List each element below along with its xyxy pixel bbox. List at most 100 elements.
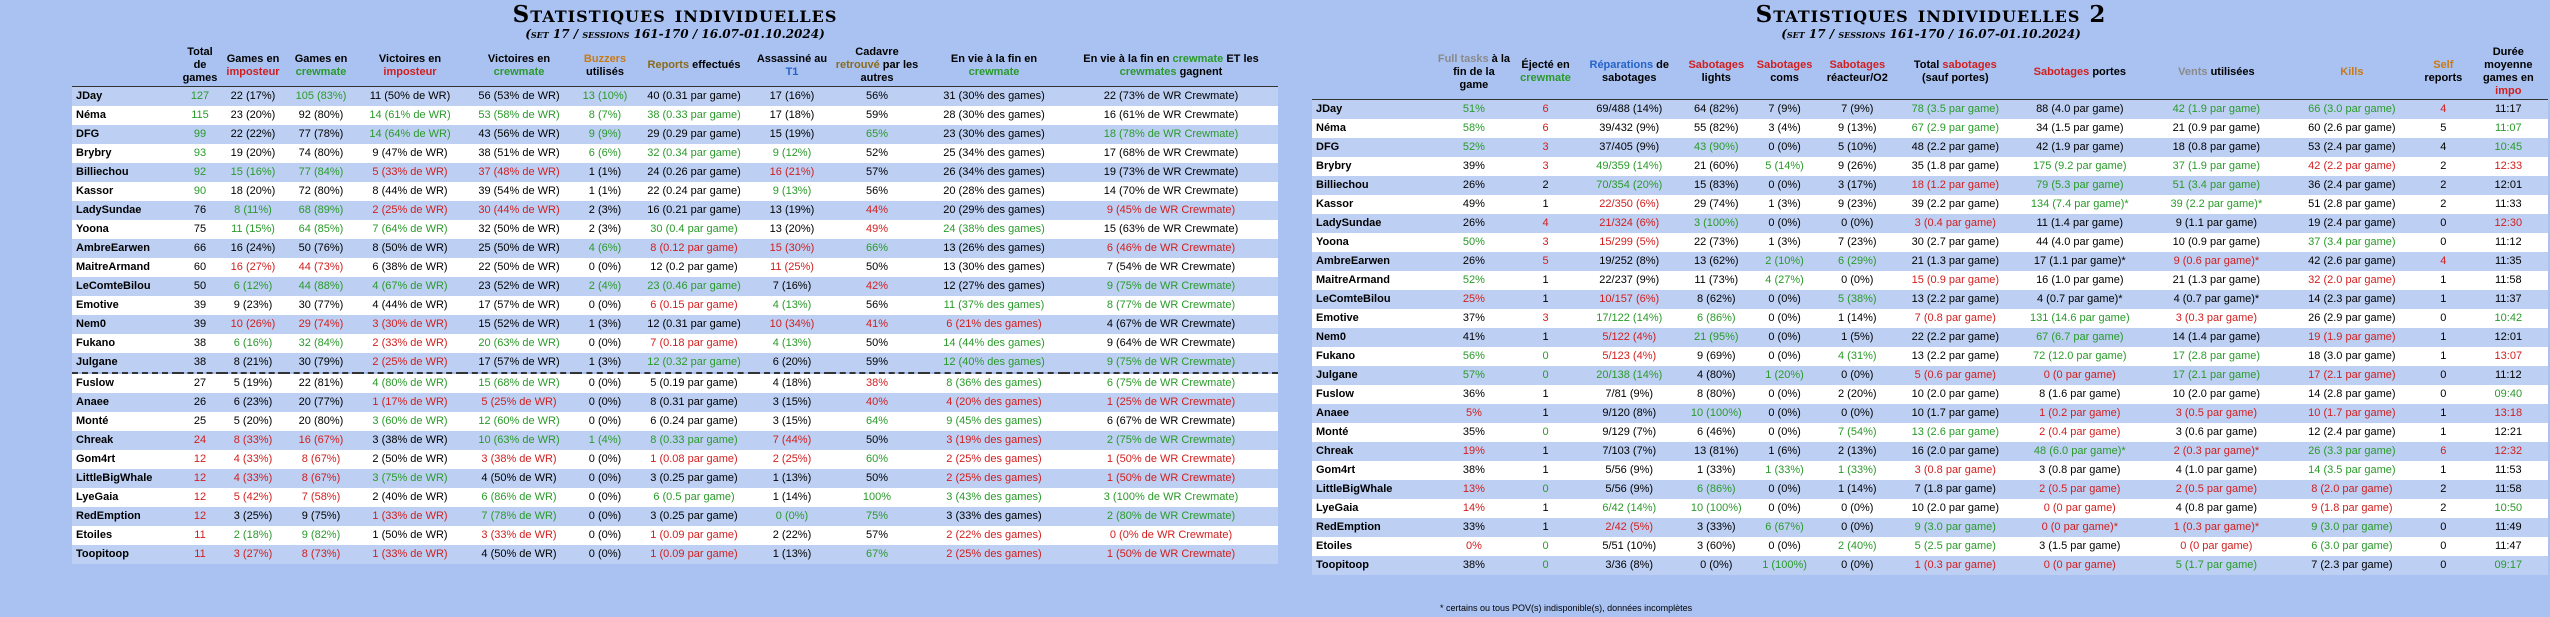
stat-cell: 4 (80%) <box>1679 366 1753 385</box>
stat-cell: 9 (3.0 par game) <box>1898 518 2013 537</box>
stat-cell: 8 (1.6 par game) <box>2012 385 2147 404</box>
stat-cell: 42 (1.9 par game) <box>2146 99 2286 119</box>
stat-cell: 56% <box>830 86 924 106</box>
stat-cell: 29 (74%) <box>1679 195 1753 214</box>
column-header: Games en imposteur <box>222 45 284 87</box>
column-header: Sabotages lights <box>1679 45 1753 100</box>
stat-cell: 0 (0 par game) <box>2012 366 2147 385</box>
column-header-text: sabotages <box>1942 59 1997 71</box>
player-name: Fuslow <box>1312 385 1436 404</box>
stat-cell: 10 (26%) <box>222 315 284 334</box>
player-row: Fukano 38 6 (16%) 32 (84%) 2 (33% de WR) 20 (… <box>72 334 1278 353</box>
column-header-text: Sabotages <box>1756 59 1813 71</box>
stat-cell: 0 (0%) <box>1816 214 1899 233</box>
left-header-row: Total de games Games en imposteur Games en… <box>72 45 1278 87</box>
stat-cell: 16 (21%) <box>754 163 830 182</box>
stat-cell: 1 (0.2 par game) <box>2012 404 2147 423</box>
player-name: Yoona <box>72 220 178 239</box>
column-header: Self reports <box>2417 45 2469 100</box>
player-row: Anaee 5% 1 9/120 (8%) 10 (100%) 0 (0%) 0 (0%) 1… <box>1312 404 2548 423</box>
column-header: Victoires en crewmate <box>462 45 576 87</box>
stat-cell: 3 (100%) <box>1679 214 1753 233</box>
stat-cell: 2 (75% de WR Crewmate) <box>1064 431 1278 450</box>
player-name: Kassor <box>72 182 178 201</box>
column-header-text: (sauf portes) <box>1922 72 1989 84</box>
stat-cell: 15 (63% de WR Crewmate) <box>1064 220 1278 239</box>
stat-cell: 69/488 (14%) <box>1578 99 1680 119</box>
stat-cell: 44 (4.0 par game) <box>2012 233 2147 252</box>
stat-cell: 3 (30% de WR) <box>358 315 462 334</box>
player-name: Billiechou <box>1312 176 1436 195</box>
stat-cell: 13 (2.6 par game) <box>1898 423 2013 442</box>
player-name: JDay <box>1312 99 1436 119</box>
stat-cell: 4 (44% de WR) <box>358 296 462 315</box>
column-header-text: réacteur/O2 <box>1826 72 1888 84</box>
stat-cell: 24 (38% des games) <box>924 220 1064 239</box>
stat-cell: 2 <box>2417 499 2469 518</box>
stat-cell: 3 (0.4 par game) <box>1898 214 2013 233</box>
stat-cell: 56% <box>830 296 924 315</box>
stat-cell: 57% <box>830 163 924 182</box>
stat-cell: 50% <box>830 469 924 488</box>
stat-cell: 59% <box>830 353 924 373</box>
stat-cell: 13 (26% des games) <box>924 239 1064 258</box>
stat-cell: 1 <box>2417 404 2469 423</box>
left-stats-table: Total de games Games en imposteur Games en… <box>72 45 1278 564</box>
stat-cell: 42 (2.6 par game) <box>2285 252 2418 271</box>
column-header: Reports effectués <box>634 45 754 87</box>
stat-cell: 12:01 <box>2468 176 2548 195</box>
stat-cell: 8 (21%) <box>222 353 284 373</box>
stat-cell: 12 (0.31 par game) <box>634 315 754 334</box>
stat-cell: 0 (0%) <box>576 507 634 526</box>
stat-cell: 9 (69%) <box>1679 347 1753 366</box>
stat-cell: 7 (0.8 par game) <box>1898 309 2013 328</box>
stat-cell: 25 (34% des games) <box>924 144 1064 163</box>
stat-cell: 10:45 <box>2468 138 2548 157</box>
stat-cell: 3 (0.25 par game) <box>634 469 754 488</box>
stat-cell: 17 (1.1 par game)* <box>2012 252 2147 271</box>
stat-cell: 0 (0 par game)* <box>2012 518 2147 537</box>
stat-cell: 19% <box>1435 442 1513 461</box>
stat-cell: 15 (52% de WR) <box>462 315 576 334</box>
player-row: LadySundae 26% 4 21/324 (6%) 3 (100%) 0 (0%) 0… <box>1312 214 2548 233</box>
stat-cell: 26 (3.3 par game) <box>2285 442 2418 461</box>
player-name: LyeGaia <box>72 488 178 507</box>
player-row: Monté 35% 0 9/129 (7%) 6 (46%) 0 (0%) 7 (54%) 1… <box>1312 423 2548 442</box>
stat-cell: 15 (30%) <box>754 239 830 258</box>
stat-cell: 17 (2.8 par game) <box>2146 347 2286 366</box>
stat-cell: 10:50 <box>2468 499 2548 518</box>
stat-cell: 131 (14.6 par game) <box>2012 309 2147 328</box>
stat-cell: 9 (75% de WR Crewmate) <box>1064 353 1278 373</box>
stat-cell: 5/56 (9%) <box>1578 461 1680 480</box>
stat-cell: 67 (6.7 par game) <box>2012 328 2147 347</box>
stat-cell: 1 <box>1512 328 1579 347</box>
stat-cell: 16 (67%) <box>284 431 358 450</box>
stat-cell: 50 (76%) <box>284 239 358 258</box>
stat-cell: 7 (2.3 par game) <box>2285 556 2418 575</box>
stat-cell: 0 (0%) <box>1752 176 1817 195</box>
stat-cell: 11:07 <box>2468 119 2548 138</box>
right-subtitle: (set 17 / sessions 161-170 / 16.07-01.10… <box>1781 27 2081 41</box>
stat-cell: 35 (1.8 par game) <box>1898 157 2013 176</box>
stat-cell: 0 <box>1512 537 1579 556</box>
column-header-text: Victoires en <box>487 52 551 65</box>
stat-cell: 16 (2.0 par game) <box>1898 442 2013 461</box>
stat-cell: 26 (2.9 par game) <box>2285 309 2418 328</box>
player-row: Gom4rt 12 4 (33%) 8 (67%) 2 (50% de WR) 3 (38… <box>72 450 1278 469</box>
stat-cell: 1 (33%) <box>1679 461 1753 480</box>
player-name: Gom4rt <box>72 450 178 469</box>
stat-cell: 26% <box>1435 176 1513 195</box>
stat-cell: 21 (1.3 par game) <box>2146 271 2286 290</box>
stat-cell: 44 (73%) <box>284 258 358 277</box>
column-header-text: à la fin de la game <box>1453 52 1510 91</box>
stat-cell: 15 (16%) <box>222 163 284 182</box>
stat-cell: 0 (0%) <box>1752 138 1817 157</box>
player-name: Toopitoop <box>1312 556 1436 575</box>
player-name: Julgane <box>72 353 178 373</box>
stat-cell: 1 (33% de WR) <box>358 507 462 526</box>
stat-cell: 18 (3.0 par game) <box>2285 347 2418 366</box>
stat-cell: 58% <box>1435 119 1513 138</box>
stat-cell: 5% <box>1435 404 1513 423</box>
player-name: Yoona <box>1312 233 1436 252</box>
stat-cell: 20 (28% des games) <box>924 182 1064 201</box>
